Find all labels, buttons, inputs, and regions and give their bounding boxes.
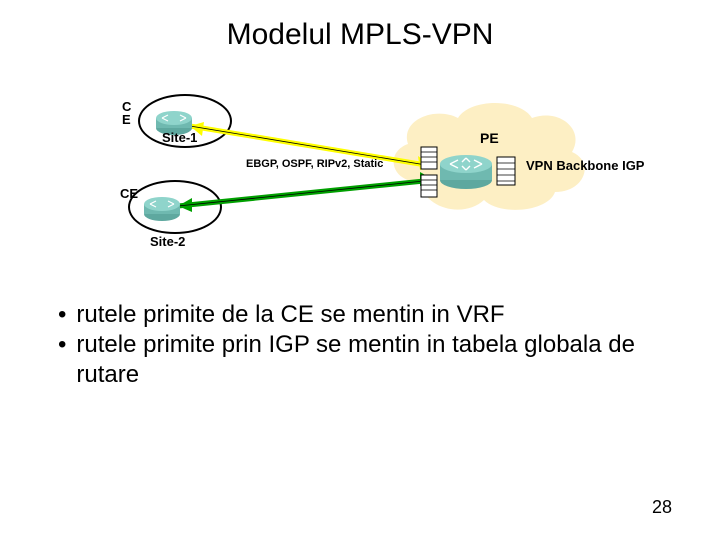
site2-label: Site-2 xyxy=(150,234,185,249)
bullet-list: • rutele primite de la CE se mentin in V… xyxy=(58,300,680,390)
mpls-vpn-diagram: CE Site-1 CE Site-2 PE EBGP, OSPF, RIPv2… xyxy=(120,88,640,258)
pe-label: PE xyxy=(480,130,499,146)
bullet-dot-icon: • xyxy=(58,300,66,330)
vrf-box-bottom xyxy=(420,174,438,198)
arrows-layer xyxy=(120,88,640,258)
protocols-label: EBGP, OSPF, RIPv2, Static xyxy=(246,158,383,170)
bullet-item: • rutele primite de la CE se mentin in V… xyxy=(58,300,680,330)
bullet-dot-icon: • xyxy=(58,330,66,360)
vrf-box-top xyxy=(420,146,438,170)
page-number: 28 xyxy=(652,497,672,518)
ce-label-site1: CE xyxy=(122,100,131,126)
ce-label-site2: CE xyxy=(120,186,138,201)
pe-router xyxy=(438,150,494,190)
backbone-label: VPN Backbone IGP xyxy=(526,158,644,173)
bullet-text: rutele primite de la CE se mentin in VRF xyxy=(76,300,504,330)
bullet-item: • rutele primite prin IGP se mentin in t… xyxy=(58,330,680,390)
site1-label: Site-1 xyxy=(162,130,197,145)
bullet-text: rutele primite prin IGP se mentin in tab… xyxy=(76,330,680,390)
ce-router-site2 xyxy=(142,194,182,222)
page-title: Modelul MPLS-VPN xyxy=(0,18,720,52)
global-rt-box xyxy=(496,156,516,186)
